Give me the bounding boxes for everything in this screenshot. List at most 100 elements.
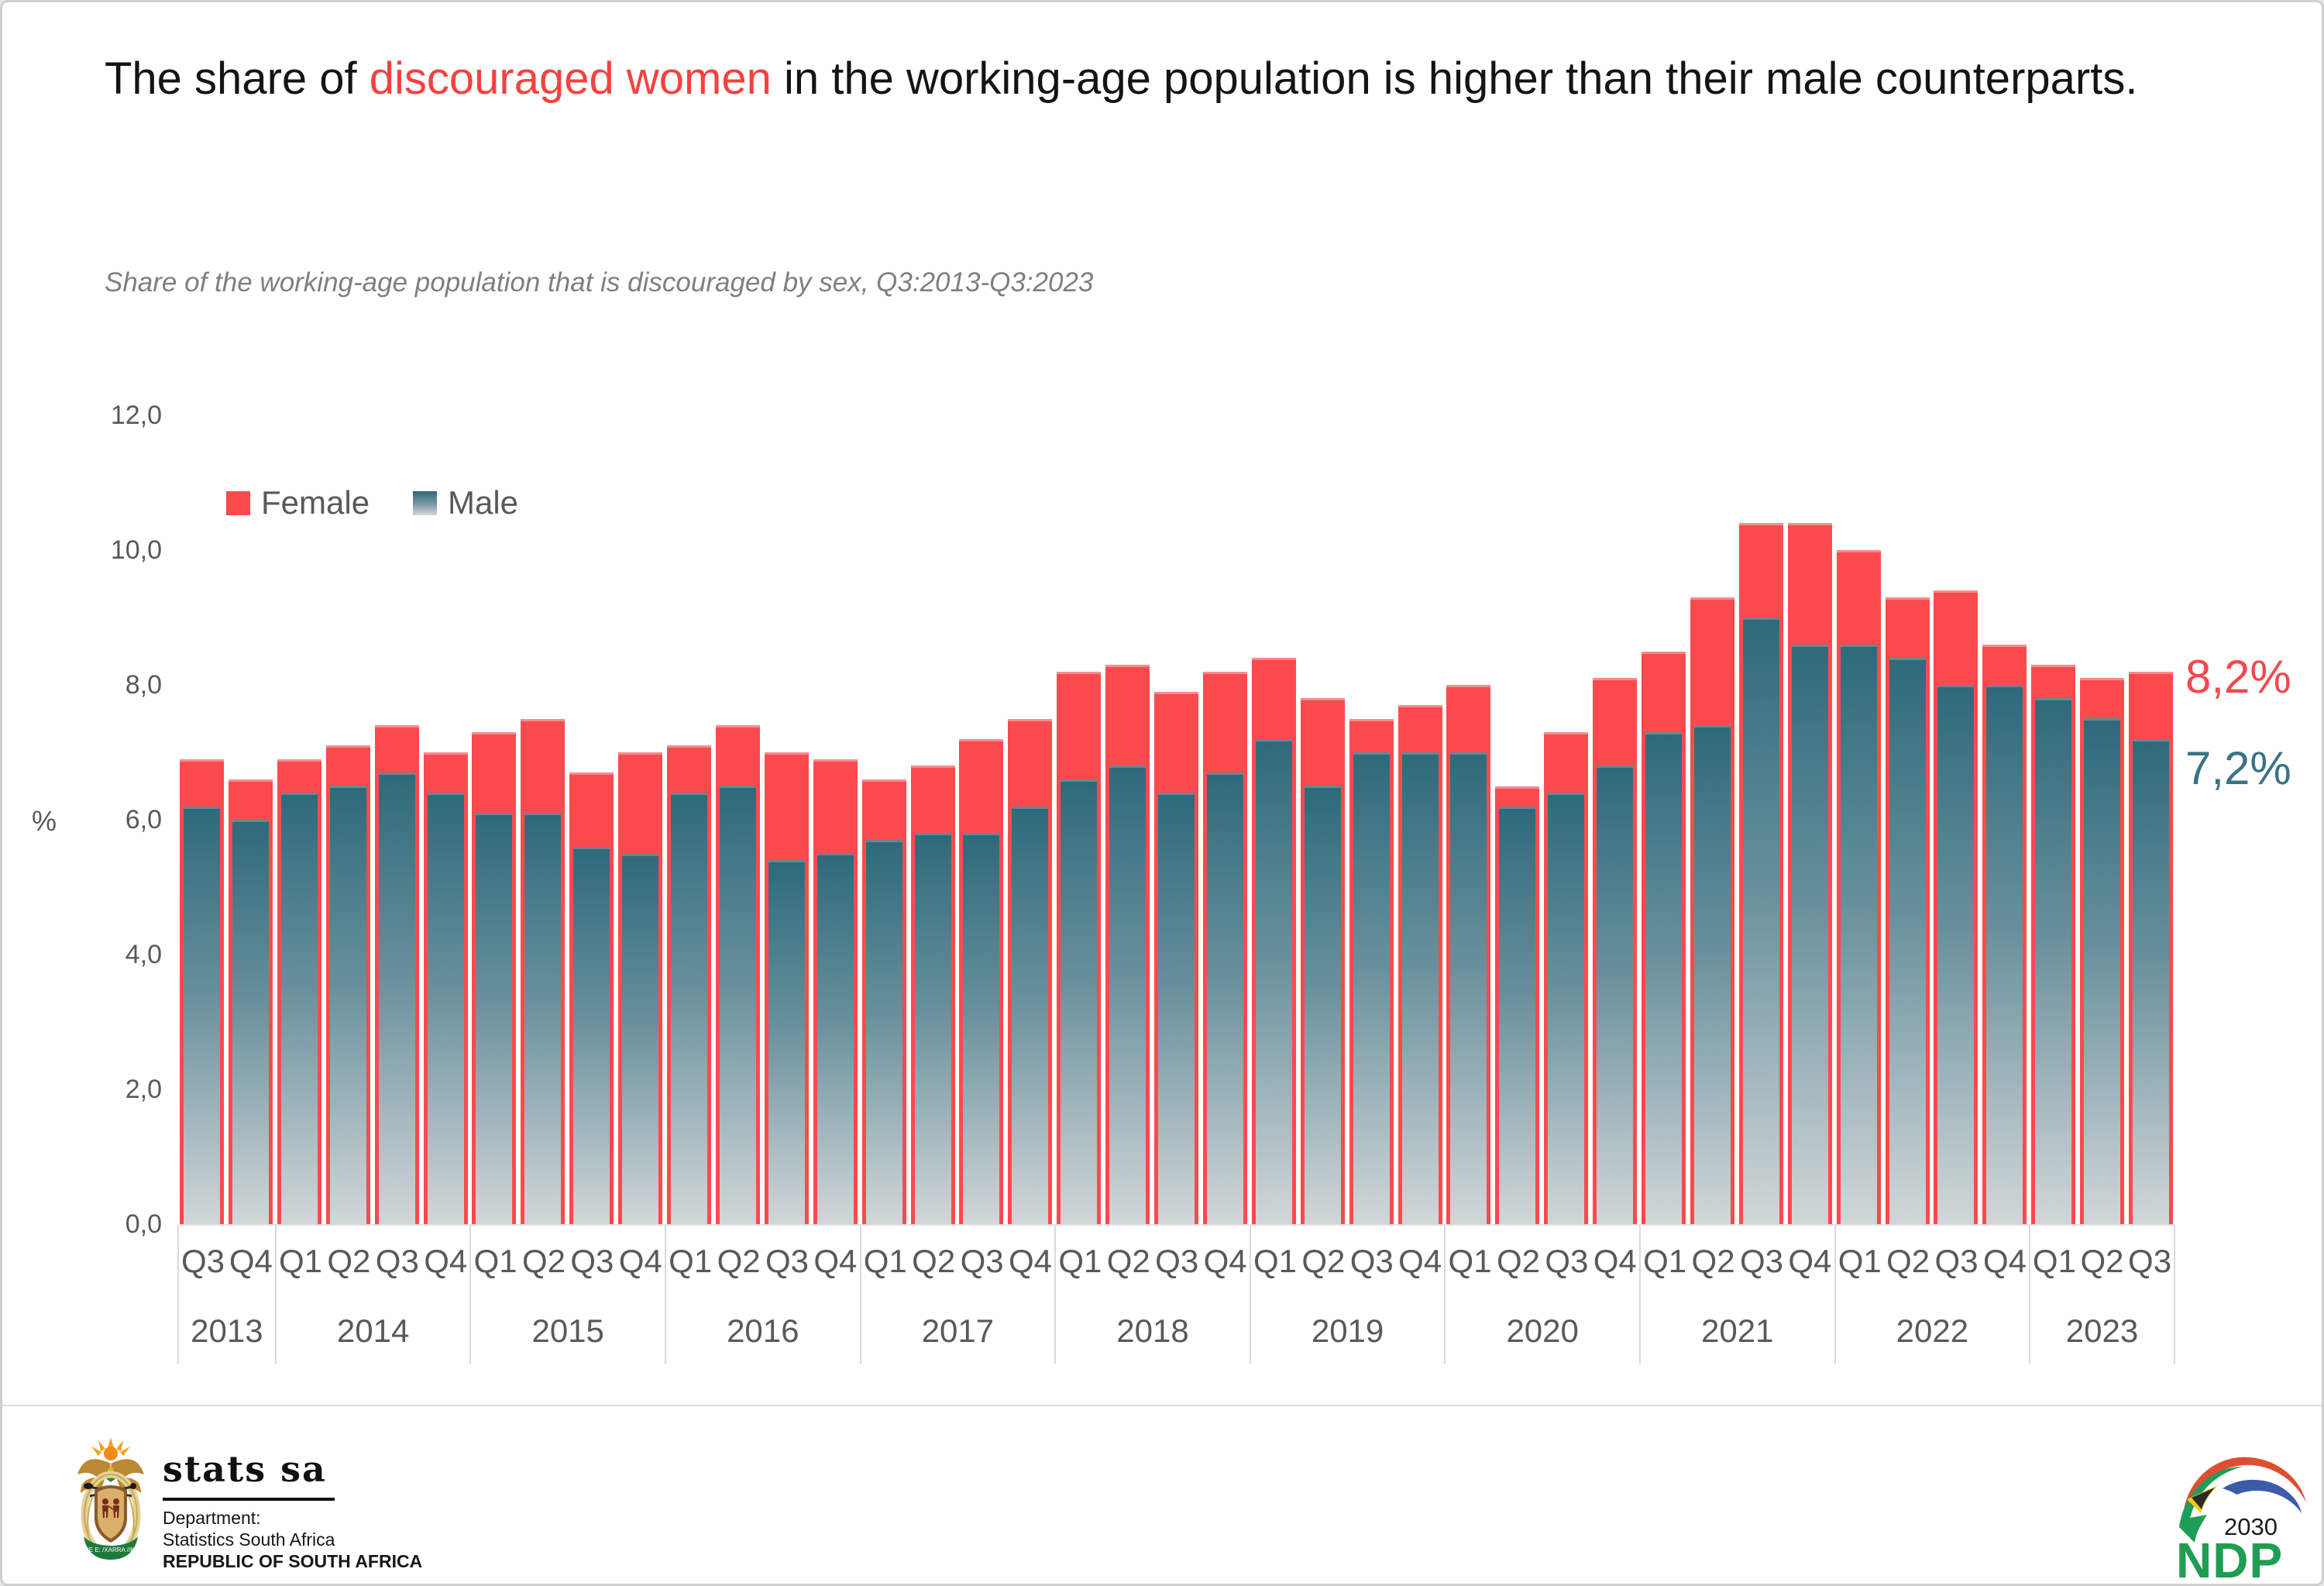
title-prefix: The share of	[105, 53, 370, 104]
x-tick-q1-2015: Q1	[473, 1243, 517, 1279]
x-axis-year-label-2014: 2014	[336, 1312, 410, 1349]
x-tick-q1-2019: Q1	[1253, 1243, 1297, 1279]
bar-female-q3-2019	[1349, 718, 1394, 1224]
bar-male-q3-2016	[768, 860, 805, 1224]
bar-male-q4-2018	[1206, 772, 1243, 1224]
quarter-row-2022: Q1 Q2 Q3 Q4	[1836, 1243, 2030, 1280]
bar-female-q3-2021	[1738, 523, 1783, 1224]
page-title: The share of discouraged women in the wo…	[105, 47, 2150, 110]
bar-female-q2-2020	[1495, 786, 1540, 1224]
south-africa-coat-of-arms-icon: !KE E: /XARRA //KE	[77, 1437, 144, 1560]
ndp-flag-swoosh-icon	[2179, 1457, 2306, 1543]
bar-male-q2-2019	[1304, 786, 1341, 1224]
legend-label-female: Female	[261, 484, 370, 521]
bar-male-q4-2020	[1597, 765, 1634, 1224]
x-axis-year-group-2022: Q1 Q2 Q3 Q4 2022	[1834, 1226, 2030, 1364]
bar-female-q4-2016	[813, 759, 858, 1224]
bar-male-q1-2018	[1061, 779, 1098, 1224]
legend-item-male: Male	[413, 484, 518, 521]
x-tick-q3-2020: Q3	[1545, 1243, 1589, 1279]
title-highlight: discouraged women	[369, 53, 772, 104]
bar-male-q4-2019	[1401, 752, 1439, 1224]
x-axis-year-group-2015: Q1 Q2 Q3 Q4 2015	[469, 1226, 665, 1364]
bar-male-q2-2022	[1889, 658, 1926, 1224]
x-axis-year-group-2018: Q1 Q2 Q3 Q4 2018	[1054, 1226, 1250, 1364]
x-tick-q4-2018: Q4	[1203, 1243, 1247, 1279]
chart-subtitle: Share of the working-age population that…	[105, 267, 1094, 298]
bar-male-q2-2023	[2084, 718, 2121, 1224]
bar-male-q1-2014	[280, 793, 318, 1224]
bar-female-q1-2015	[472, 731, 517, 1224]
bar-female-q4-2021	[1787, 523, 1832, 1224]
x-axis-year-label-2023: 2023	[2065, 1312, 2139, 1349]
ndp-2030-year: 2030	[2224, 1513, 2278, 1540]
statssa-wordmark: stats sa	[163, 1448, 327, 1490]
x-tick-q4-2020: Q4	[1593, 1243, 1637, 1279]
bar-female-q1-2014	[277, 759, 321, 1224]
bar-male-q1-2015	[476, 813, 513, 1224]
coat-of-arms-motto: !KE E: /XARRA //KE	[83, 1546, 139, 1553]
bar-female-q4-2020	[1593, 678, 1638, 1224]
statssa-underline	[163, 1498, 335, 1501]
x-tick-q2-2016: Q2	[717, 1243, 761, 1279]
y-axis-unit-label: %	[32, 805, 57, 837]
bar-female-q4-2022	[1982, 644, 2027, 1224]
quarter-row-2019: Q1 Q2 Q3 Q4	[1251, 1243, 1445, 1280]
statssa-dept-line1: Department:	[163, 1508, 261, 1528]
bar-male-q3-2014	[378, 772, 415, 1224]
bar-female-q2-2015	[521, 718, 566, 1224]
legend-label-male: Male	[448, 484, 519, 521]
bar-female-q3-2016	[764, 752, 809, 1224]
y-tick-label-12_0: 12,0	[110, 401, 162, 430]
bar-female-q4-2019	[1397, 705, 1442, 1224]
bar-female-q4-2017	[1008, 718, 1053, 1224]
bar-male-q3-2013	[184, 806, 220, 1224]
x-tick-q1-2018: Q1	[1058, 1243, 1102, 1279]
x-axis-year-group-2023: Q1 Q2 Q3 2023	[2029, 1226, 2175, 1364]
bar-female-q1-2023	[2031, 664, 2076, 1224]
x-tick-q4-2013: Q4	[229, 1243, 273, 1279]
bar-female-q3-2013	[180, 759, 224, 1224]
x-axis-year-label-2019: 2019	[1311, 1312, 1384, 1349]
bar-male-q3-2021	[1742, 617, 1779, 1224]
bar-male-q2-2014	[329, 786, 366, 1224]
bar-female-q4-2015	[618, 752, 663, 1224]
x-axis-year-label-2020: 2020	[1506, 1312, 1579, 1349]
bar-male-q4-2021	[1791, 644, 1828, 1224]
bar-female-q3-2023	[2129, 671, 2173, 1224]
bar-female-q1-2020	[1446, 685, 1491, 1224]
bar-male-q3-2017	[963, 833, 1000, 1224]
x-axis-year-label-2018: 2018	[1116, 1312, 1189, 1349]
x-tick-q3-2014: Q3	[375, 1243, 419, 1279]
footer-divider	[2, 1405, 2322, 1406]
x-tick-q2-2017: Q2	[912, 1243, 956, 1279]
bar-female-q1-2018	[1057, 671, 1102, 1224]
bar-female-q4-2013	[228, 779, 273, 1224]
y-tick-label-0_0: 0,0	[125, 1209, 162, 1239]
quarter-row-2018: Q1 Q2 Q3 Q4	[1056, 1243, 1250, 1280]
x-tick-q3-2017: Q3	[960, 1243, 1004, 1279]
bar-female-q2-2023	[2080, 678, 2125, 1224]
ndp-acronym: NDP	[2176, 1533, 2284, 1586]
x-tick-q2-2021: Q2	[1691, 1243, 1735, 1279]
title-suffix: in the working-age population is higher …	[771, 53, 2138, 104]
x-axis-year-label-2016: 2016	[727, 1312, 799, 1349]
statssa-dept-line2: Statistics South Africa	[163, 1529, 335, 1550]
bar-male-q3-2018	[1158, 793, 1195, 1224]
x-tick-q4-2016: Q4	[813, 1243, 858, 1279]
x-axis-year-group-2013: Q3 Q4 2013	[177, 1226, 275, 1364]
bar-female-q1-2022	[1836, 550, 1881, 1224]
x-tick-q1-2014: Q1	[278, 1243, 323, 1279]
bar-female-q1-2016	[667, 745, 711, 1224]
bar-male-q1-2017	[865, 840, 902, 1224]
x-tick-q1-2023: Q1	[2032, 1243, 2076, 1279]
bar-female-q2-2019	[1300, 698, 1345, 1224]
bar-female-q1-2017	[861, 779, 906, 1224]
x-tick-q2-2022: Q2	[1886, 1243, 1930, 1279]
x-tick-q4-2017: Q4	[1008, 1243, 1053, 1279]
bar-male-q2-2015	[524, 813, 562, 1224]
quarter-row-2023: Q1 Q2 Q3	[2030, 1243, 2174, 1280]
x-axis-year-group-2014: Q1 Q2 Q3 Q4 2014	[274, 1226, 470, 1364]
bar-male-q1-2019	[1255, 738, 1292, 1224]
x-tick-q3-2022: Q3	[1934, 1243, 1978, 1279]
